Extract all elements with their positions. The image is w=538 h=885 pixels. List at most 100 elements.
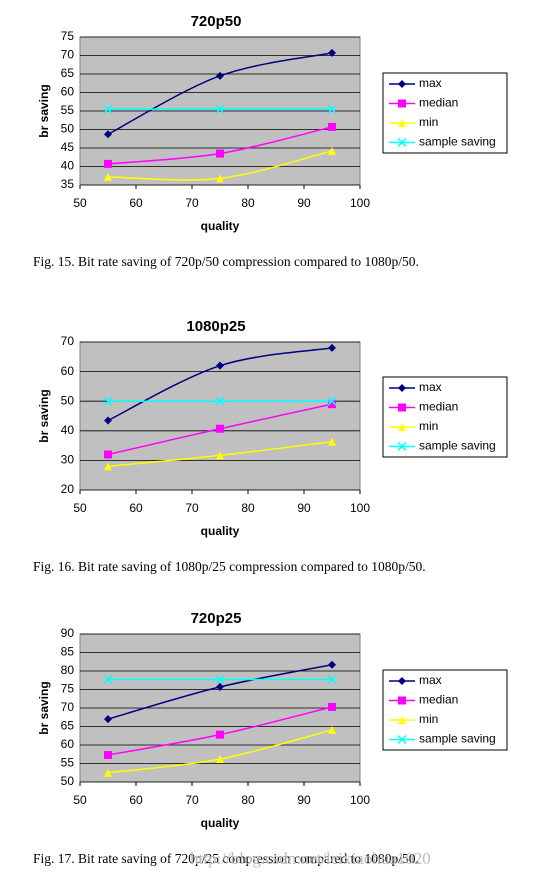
x-tick-label: 80 [241, 501, 255, 515]
x-tick-label: 60 [129, 501, 143, 515]
marker [104, 768, 112, 777]
legend-marker [398, 80, 406, 88]
marker [215, 396, 225, 406]
marker [328, 702, 336, 711]
marker [104, 130, 112, 139]
x-axis-label: quality [201, 524, 240, 538]
legend-marker [397, 734, 407, 745]
marker [327, 396, 337, 406]
x-tick-label: 60 [129, 196, 143, 210]
y-tick-label: 40 [61, 159, 75, 173]
legend-marker [398, 384, 406, 392]
marker [328, 146, 336, 155]
y-tick-label: 50 [61, 393, 75, 407]
marker [215, 674, 225, 685]
marker [328, 343, 336, 352]
marker [216, 682, 224, 691]
y-tick-label: 80 [61, 663, 75, 677]
x-tick-label: 90 [297, 501, 311, 515]
legend-label: min [419, 712, 438, 726]
marker [328, 122, 336, 131]
x-tick-label: 80 [241, 793, 255, 807]
legend-marker [398, 716, 406, 724]
legend-label: max [419, 380, 442, 394]
x-tick-label: 70 [185, 793, 199, 807]
x-tick-label: 70 [185, 501, 199, 515]
marker [216, 71, 224, 80]
y-tick-label: 50 [61, 774, 75, 788]
marker [215, 104, 225, 114]
marker [216, 361, 224, 370]
legend-marker [397, 441, 407, 452]
marker [327, 104, 337, 114]
legend-label: min [419, 115, 438, 129]
marker [328, 437, 336, 446]
y-tick-label: 75 [61, 682, 75, 696]
marker [103, 396, 113, 406]
legend-label: median [419, 96, 458, 110]
y-tick-label: 75 [61, 29, 75, 43]
legend-marker [398, 119, 406, 127]
legend-label: sample saving [419, 732, 496, 746]
x-tick-label: 90 [297, 793, 311, 807]
chart-title: 720p50 [191, 13, 242, 30]
y-tick-label: 55 [61, 756, 75, 770]
x-tick-label: 80 [241, 196, 255, 210]
x-tick-label: 50 [73, 196, 87, 210]
y-axis-label: br saving [37, 681, 51, 734]
x-axis-label: quality [201, 816, 240, 830]
caption: Fig. 15. Bit rate saving of 720p/50 comp… [33, 254, 419, 269]
y-tick-label: 60 [61, 364, 75, 378]
y-tick-label: 60 [61, 737, 75, 751]
marker [104, 172, 112, 181]
x-tick-label: 100 [350, 793, 370, 807]
chart-title: 1080p25 [186, 318, 245, 335]
marker [104, 416, 112, 425]
marker [328, 400, 336, 409]
marker [104, 450, 112, 459]
x-tick-label: 100 [350, 501, 370, 515]
y-tick-label: 50 [61, 122, 75, 136]
y-tick-label: 70 [61, 48, 75, 62]
legend-marker [398, 696, 406, 705]
marker [216, 451, 224, 460]
legend-box [382, 669, 508, 751]
marker [216, 424, 224, 433]
legend-marker [398, 99, 406, 108]
legend-box [382, 376, 508, 458]
y-tick-label: 65 [61, 719, 75, 733]
caption: Fig. 16. Bit rate saving of 1080p/25 com… [33, 559, 426, 574]
y-tick-label: 55 [61, 103, 75, 117]
x-tick-label: 100 [350, 196, 370, 210]
x-tick-label: 70 [185, 196, 199, 210]
marker [328, 725, 336, 734]
chart-title: 720p25 [191, 610, 242, 627]
legend-marker [398, 403, 406, 412]
legend-label: sample saving [419, 439, 496, 453]
legend-label: min [419, 419, 438, 433]
y-tick-label: 85 [61, 645, 75, 659]
legend-label: max [419, 76, 442, 90]
marker [103, 674, 113, 685]
legend-label: median [419, 693, 458, 707]
watermark: http://blog.csdn.net/leixiaohua1020 [190, 849, 431, 868]
marker [104, 715, 112, 724]
y-tick-label: 35 [61, 177, 75, 191]
marker [328, 660, 336, 669]
y-tick-label: 30 [61, 453, 75, 467]
legend-label: median [419, 400, 458, 414]
legend-marker [398, 423, 406, 431]
y-tick-label: 45 [61, 140, 75, 154]
y-tick-label: 20 [61, 482, 75, 496]
marker [328, 48, 336, 57]
y-axis-label: br saving [37, 389, 51, 442]
x-tick-label: 60 [129, 793, 143, 807]
y-axis-label: br saving [37, 84, 51, 137]
marker [216, 755, 224, 764]
x-tick-label: 50 [73, 793, 87, 807]
legend-box [382, 72, 508, 154]
caption: Fig. 17. Bit rate saving of 720p/25 comp… [33, 851, 419, 866]
y-tick-label: 70 [61, 700, 75, 714]
marker [216, 730, 224, 739]
